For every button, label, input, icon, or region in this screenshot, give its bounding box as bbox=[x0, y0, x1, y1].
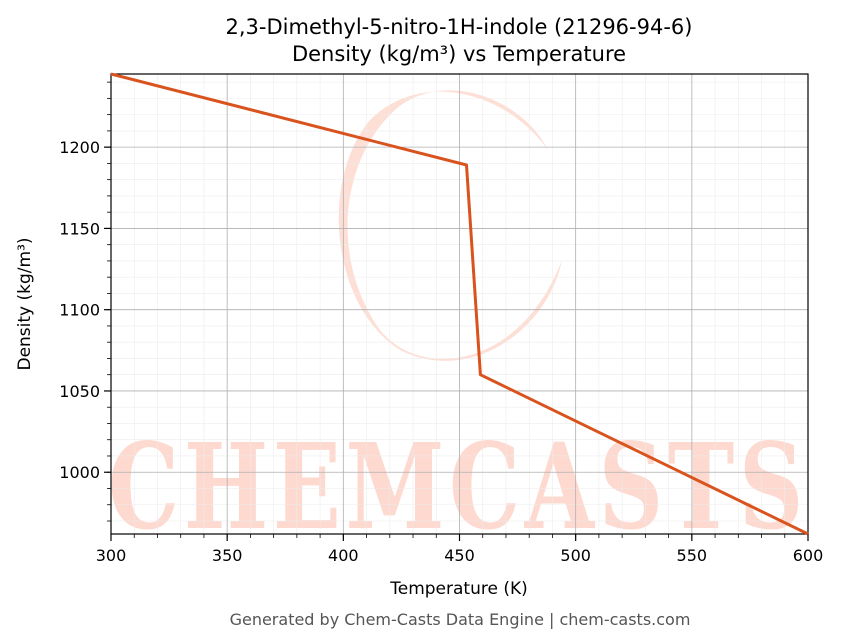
x-axis: 300 350 400 450 500 550 600 bbox=[96, 534, 824, 565]
watermark-text: CHEMCASTS bbox=[108, 417, 808, 556]
x-tick-label: 400 bbox=[328, 546, 359, 565]
chart-title: 2,3-Dimethyl-5-nitro-1H-indole (21296-94… bbox=[226, 15, 693, 39]
y-tick-label: 1200 bbox=[59, 138, 100, 157]
y-axis-label: Density (kg/m³) bbox=[15, 237, 35, 370]
density-series-line bbox=[110, 72, 809, 536]
x-tick-label: 300 bbox=[96, 546, 127, 565]
y-tick-label: 1150 bbox=[59, 219, 100, 238]
y-axis: 1000 1050 1100 1150 1200 bbox=[59, 81, 111, 522]
x-tick-label: 550 bbox=[677, 546, 708, 565]
x-tick-label: 350 bbox=[212, 546, 243, 565]
chart-subtitle: Density (kg/m³) vs Temperature bbox=[292, 42, 626, 66]
x-tick-label: 450 bbox=[444, 546, 475, 565]
footer-credit: Generated by Chem-Casts Data Engine | ch… bbox=[230, 610, 691, 629]
watermark: CHEMCASTS bbox=[108, 90, 808, 556]
y-tick-label: 1100 bbox=[59, 301, 100, 320]
x-axis-label: Temperature (K) bbox=[389, 579, 528, 599]
y-tick-label: 1000 bbox=[59, 463, 100, 482]
series-layer bbox=[110, 72, 809, 536]
y-tick-label: 1050 bbox=[59, 382, 100, 401]
x-tick-label: 500 bbox=[560, 546, 591, 565]
x-tick-label: 600 bbox=[793, 546, 824, 565]
